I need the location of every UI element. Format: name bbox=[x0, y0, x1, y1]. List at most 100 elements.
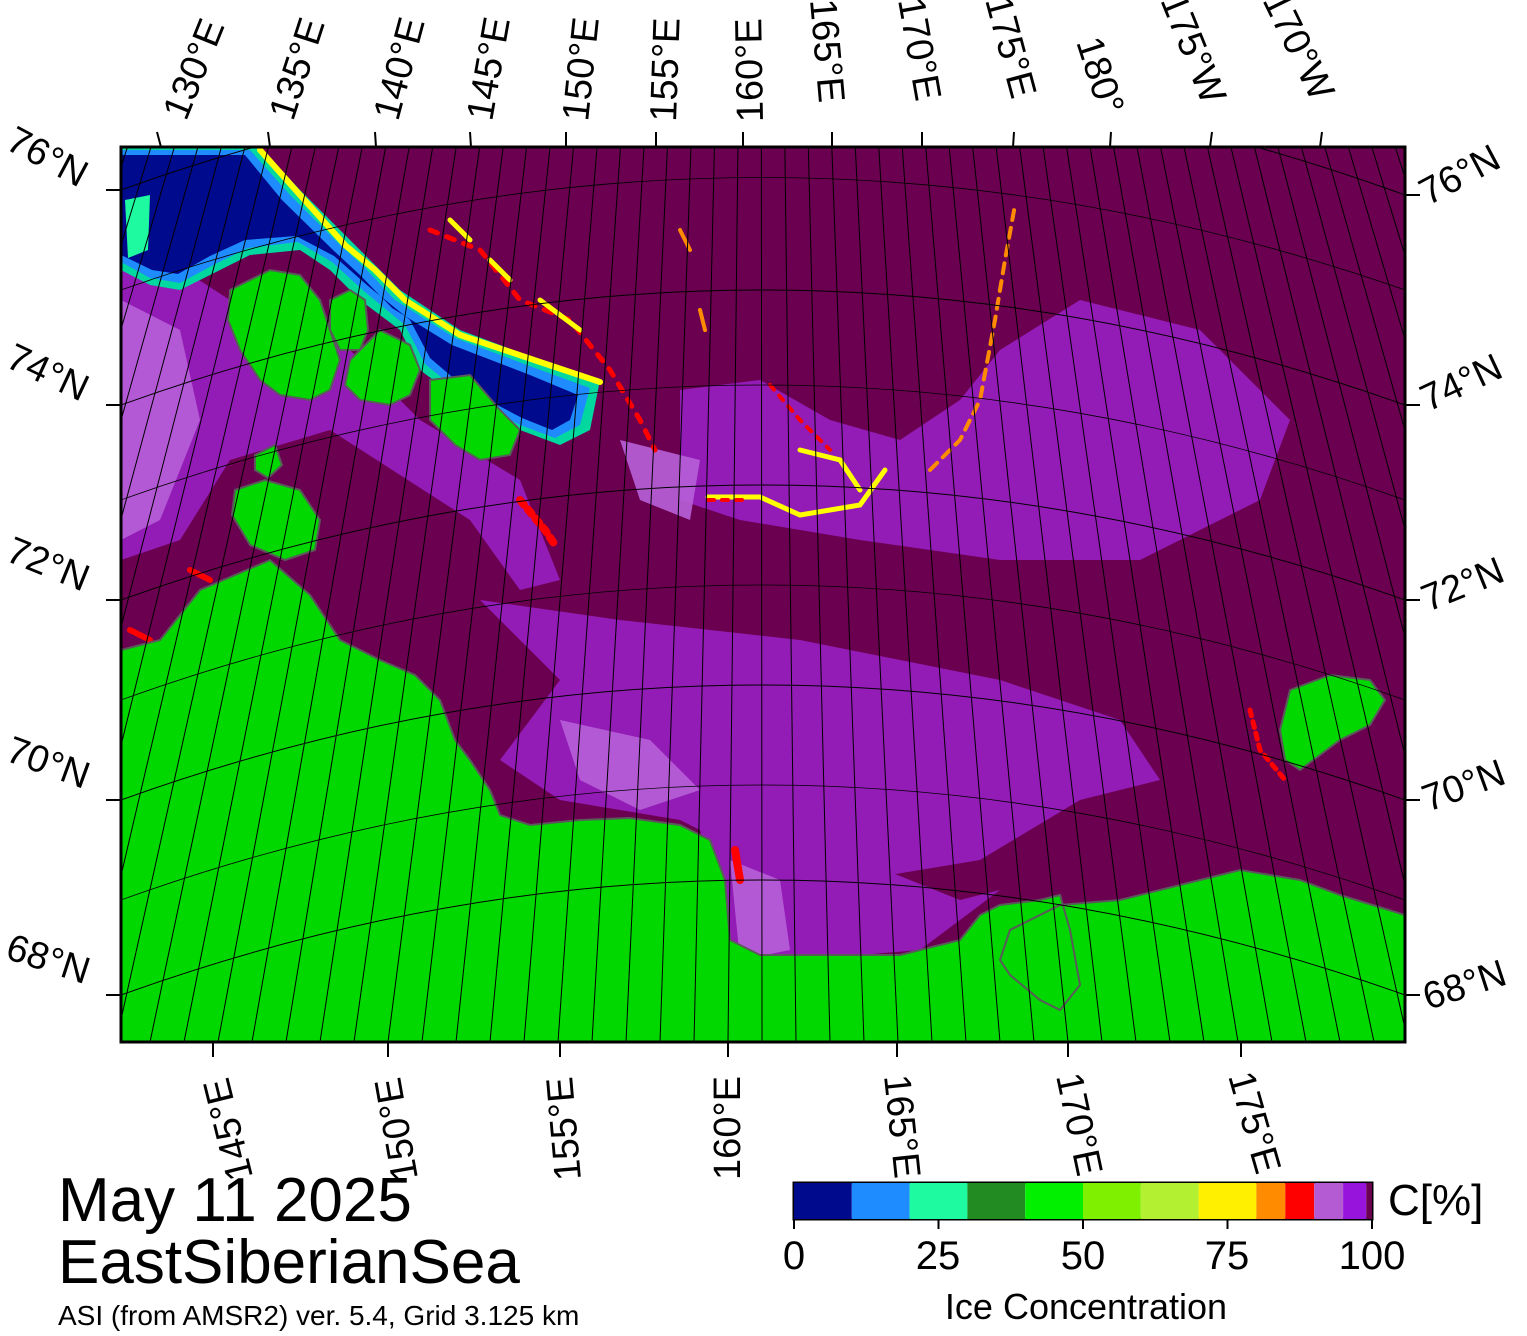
meridian-line bbox=[1019, 147, 1137, 1042]
meridian-line bbox=[1253, 147, 1405, 758]
left-lat-label: 70°N bbox=[1, 729, 95, 798]
meridian-line bbox=[625, 147, 668, 1042]
meridian-line bbox=[1042, 147, 1171, 1042]
colorbar-swatch bbox=[1140, 1183, 1199, 1219]
colorbar-tick-label: 100 bbox=[1338, 1234, 1406, 1278]
meridian-line bbox=[901, 147, 967, 1042]
lyakhovsky-island bbox=[230, 478, 322, 562]
colorbar-tick-label: 50 bbox=[1060, 1234, 1106, 1278]
meridian-line bbox=[1230, 147, 1405, 888]
bottom-lon-label: 155°E bbox=[539, 1075, 590, 1182]
meridian-line bbox=[121, 147, 246, 630]
meridian-line bbox=[1159, 147, 1341, 1042]
meridian-line bbox=[878, 147, 933, 1042]
map-frame bbox=[119, 145, 1407, 1044]
meridian-line bbox=[972, 147, 1069, 1042]
top-lon-label: 135°E bbox=[262, 13, 334, 125]
colorbar-title: Ice Concentration bbox=[944, 1286, 1228, 1327]
meridian-line bbox=[149, 147, 340, 1042]
meridian-line bbox=[353, 147, 481, 1042]
colorbar bbox=[792, 1181, 1374, 1229]
meridian-line bbox=[591, 147, 645, 1042]
meridian-line bbox=[784, 147, 797, 1042]
meridian-line bbox=[948, 147, 1035, 1042]
top-lon-label: 130°E bbox=[155, 13, 233, 125]
land-areas bbox=[121, 268, 1405, 1042]
meridian-line bbox=[523, 147, 598, 1042]
meridian-line bbox=[121, 147, 293, 878]
kotelny-island bbox=[226, 268, 342, 402]
meridian-line bbox=[285, 147, 434, 1042]
meridian-line bbox=[319, 147, 457, 1042]
right-lat-label: 74°N bbox=[1414, 346, 1509, 420]
top-lon-label: 150°E bbox=[555, 15, 608, 123]
meridian-line bbox=[1206, 147, 1405, 1031]
meridian-line bbox=[557, 147, 622, 1042]
bottom-lon-label: 160°E bbox=[707, 1076, 749, 1180]
meridian-line bbox=[659, 147, 692, 1042]
meridian-line bbox=[1066, 147, 1205, 1042]
top-lon-label: 165°E bbox=[801, 0, 852, 104]
meridian-line bbox=[727, 147, 739, 1042]
ice-lower-concentration-specks bbox=[121, 300, 790, 960]
colorbar-swatch bbox=[1285, 1183, 1315, 1219]
colorbar-tick-label: 75 bbox=[1204, 1234, 1250, 1278]
top-lon-label: 140°E bbox=[366, 13, 433, 124]
bennett-area-island bbox=[429, 373, 522, 462]
top-lon-label: 180° bbox=[1067, 32, 1131, 120]
top-lon-label: 170°W bbox=[1254, 0, 1342, 107]
colorbar-tick-label: 0 bbox=[782, 1234, 806, 1278]
top-lon-label: 160°E bbox=[728, 18, 772, 123]
colorbar-swatch bbox=[1198, 1183, 1257, 1219]
meridian-line bbox=[995, 147, 1103, 1042]
top-longitude-labels: 130°E 135°E 140°E 145°E 150°E 155°E 160°… bbox=[155, 0, 1341, 125]
colorbar-swatch bbox=[1083, 1183, 1141, 1219]
meridian-line bbox=[831, 147, 865, 1042]
frame-ticks bbox=[106, 131, 1420, 1057]
left-lat-label: 72°N bbox=[1, 529, 95, 600]
meridian-line bbox=[1183, 147, 1375, 1042]
bottom-lon-label: 175°E bbox=[1219, 1067, 1288, 1179]
meridian-line bbox=[693, 147, 715, 1042]
top-lon-label: 170°E bbox=[889, 0, 948, 104]
left-lat-label: 68°N bbox=[1, 927, 95, 993]
colorbar-swatch bbox=[909, 1183, 968, 1219]
colorbar-swatch bbox=[794, 1183, 852, 1219]
date-title: May 11 2025 bbox=[58, 1166, 412, 1235]
ice-edge-fringe bbox=[127, 147, 1288, 979]
top-lon-label: 175°E bbox=[976, 0, 1043, 103]
meridian-line bbox=[854, 147, 899, 1042]
colorbar-swatch bbox=[1343, 1183, 1367, 1219]
bottom-lon-label: 165°E bbox=[875, 1073, 928, 1181]
colorbar-swatch bbox=[1314, 1183, 1344, 1219]
colorbar-swatch bbox=[1366, 1183, 1372, 1219]
meridian-line bbox=[807, 147, 831, 1042]
bottom-lon-label: 170°E bbox=[1047, 1069, 1110, 1179]
right-lat-label: 72°N bbox=[1416, 550, 1510, 621]
left-latitude-labels: 76°N 74°N 72°N 70°N 68°N bbox=[0, 119, 95, 993]
small-island-1 bbox=[254, 443, 284, 480]
longitude-grid bbox=[121, 147, 1405, 1042]
meridian-line bbox=[1113, 147, 1273, 1042]
bottom-longitude-labels: 145°E 150°E 155°E 160°E 165°E 170°E 175°… bbox=[196, 1067, 1288, 1185]
source-note: ASI (from AMSR2) ver. 5.4, Grid 3.125 km bbox=[58, 1300, 580, 1331]
colorbar-swatch bbox=[967, 1183, 1026, 1219]
colorbar-swatch bbox=[851, 1183, 910, 1219]
siberian-mainland bbox=[121, 558, 1405, 1042]
meridian-line bbox=[1136, 147, 1307, 1042]
colorbar-swatch bbox=[1025, 1183, 1083, 1219]
right-lat-label: 76°N bbox=[1413, 137, 1508, 214]
meridian-line bbox=[387, 147, 504, 1042]
meridian-line bbox=[1089, 147, 1239, 1042]
colorbar-unit: C[%] bbox=[1388, 1176, 1484, 1225]
right-lat-label: 70°N bbox=[1417, 752, 1511, 821]
meridian-line bbox=[183, 147, 363, 1042]
colorbar-swatch bbox=[1256, 1183, 1286, 1219]
top-lon-label: 155°E bbox=[643, 17, 689, 122]
right-latitude-labels: 76°N 74°N 72°N 70°N 68°N bbox=[1413, 137, 1512, 1019]
meridian-line bbox=[1277, 147, 1405, 640]
meridian-line bbox=[455, 147, 551, 1042]
meridian-line bbox=[217, 147, 387, 1042]
top-lon-label: 145°E bbox=[460, 14, 519, 124]
